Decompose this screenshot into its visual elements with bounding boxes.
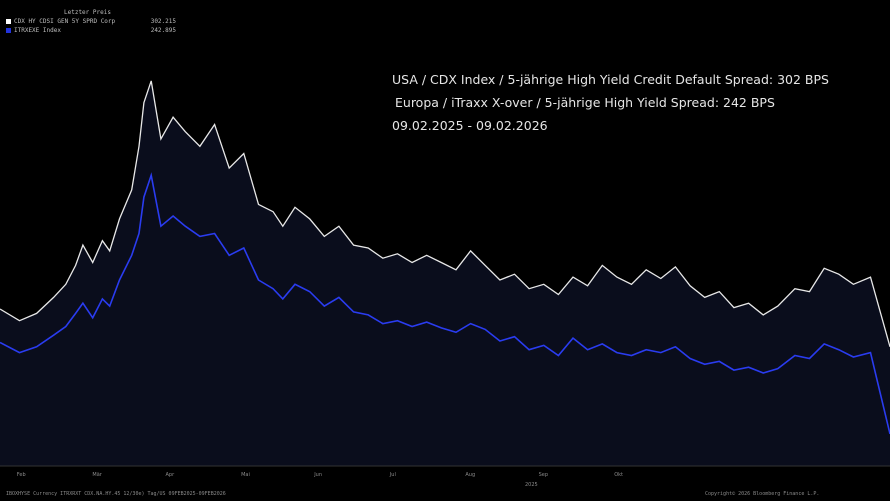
legend-swatch-white xyxy=(6,19,11,24)
annotation-date-range: 09.02.2025 - 09.02.2026 xyxy=(392,118,548,133)
annotation-line-us: USA / CDX Index / 5-jährige High Yield C… xyxy=(392,72,829,87)
x-tick-label: Mai xyxy=(241,472,250,478)
x-tick-label: Jul xyxy=(389,472,396,478)
area-fill xyxy=(0,80,890,467)
x-tick-label: Sep xyxy=(539,472,548,478)
legend-item-cdx: CDX HY CDSI GEN 5Y SPRD Corp 302.215 xyxy=(6,17,176,26)
legend: Letzter Preis CDX HY CDSI GEN 5Y SPRD Co… xyxy=(6,8,176,35)
x-tick-label: Apr xyxy=(166,472,176,478)
x-year-label: 2025 xyxy=(525,482,538,488)
x-tick-label: Jun xyxy=(313,472,322,478)
x-tick-label: Aug xyxy=(465,472,475,478)
footer-copyright: Copyright© 2026 Bloomberg Finance L.P. xyxy=(705,491,820,497)
legend-swatch-blue xyxy=(6,28,11,33)
footer-source: IBOXHYSE Currency ITRXRXT CDX.NA.HY.45 1… xyxy=(6,491,226,497)
legend-item-value: 242.895 xyxy=(150,27,176,34)
x-axis-ticks: Feb Mär Apr Mai Jun Jul Aug Sep Okt xyxy=(17,472,623,478)
series-line-cdx xyxy=(0,80,890,347)
x-tick-label: Feb xyxy=(17,472,26,478)
legend-item-name: CDX HY CDSI GEN 5Y SPRD Corp xyxy=(14,18,116,25)
series-line-itraxx xyxy=(0,172,890,435)
chart-annotation: USA / CDX Index / 5-jährige High Yield C… xyxy=(392,68,829,137)
x-tick-label: Okt xyxy=(614,472,623,478)
legend-header: Letzter Preis xyxy=(64,9,111,16)
legend-item-name: ITRXEXE Index xyxy=(14,27,61,34)
annotation-line-eu: Europa / iTraxx X-over / 5-jährige High … xyxy=(395,95,775,110)
legend-item-itraxx: ITRXEXE Index 242.895 xyxy=(6,26,176,35)
legend-item-value: 302.215 xyxy=(150,18,176,25)
x-tick-label: Mär xyxy=(92,472,102,478)
